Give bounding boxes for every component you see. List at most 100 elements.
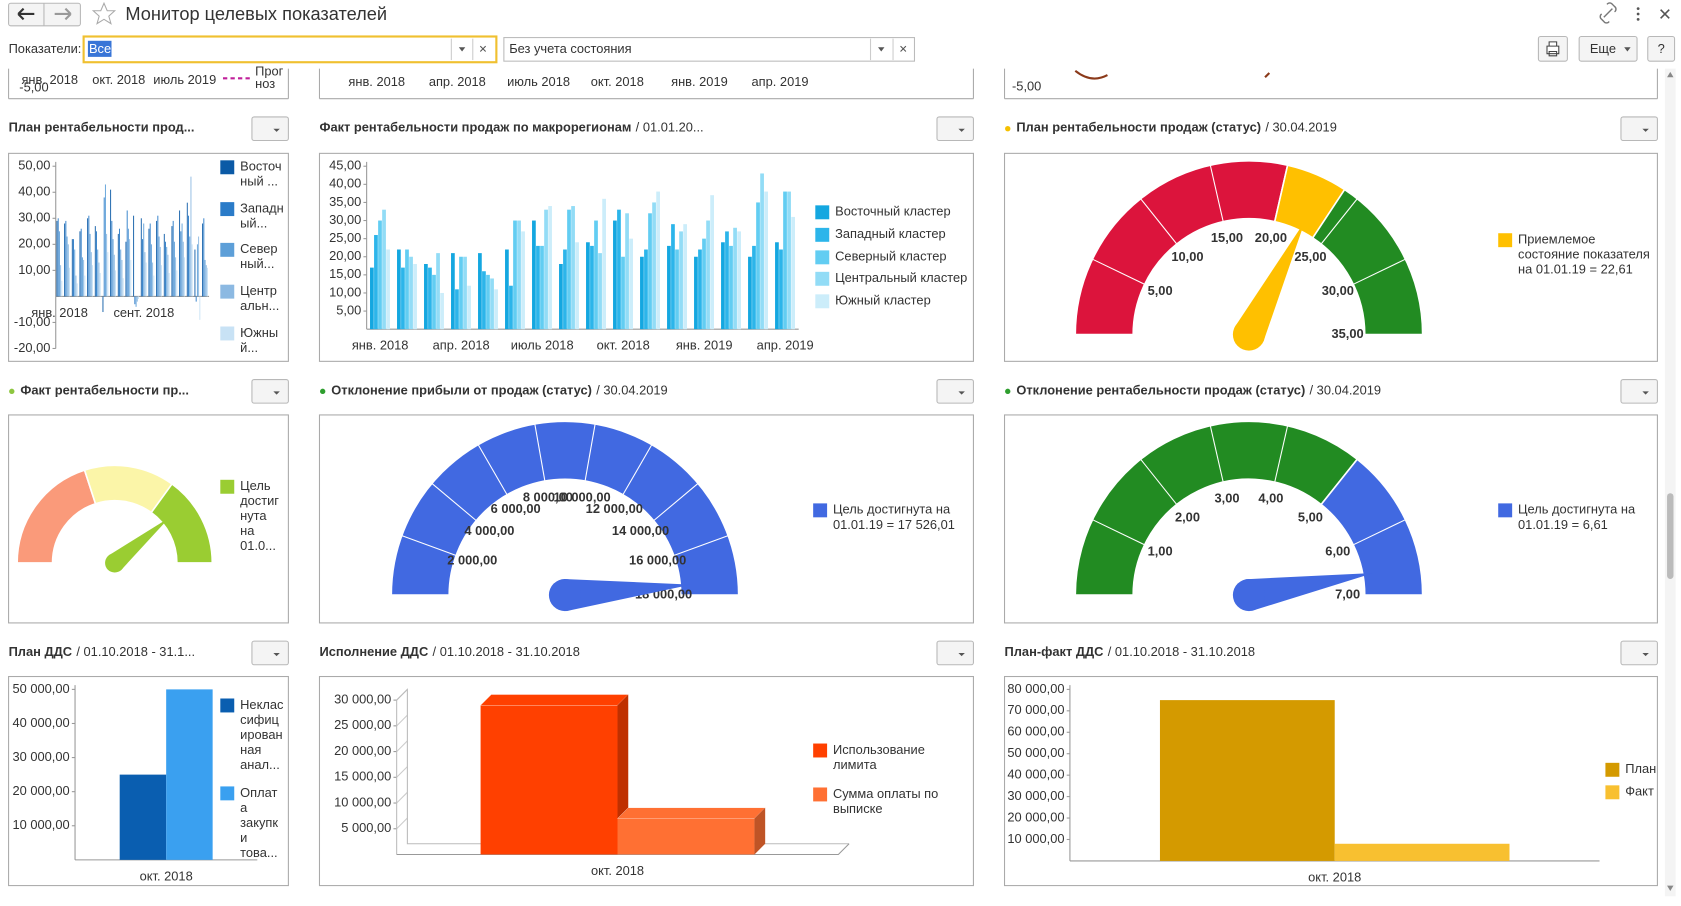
settings-button[interactable] xyxy=(1620,379,1658,404)
legend-label: Оплат xyxy=(240,785,277,800)
legend-label: Центр xyxy=(240,283,277,298)
more-icon[interactable] xyxy=(1636,7,1640,21)
settings-button[interactable] xyxy=(936,379,974,404)
x-tick-label: окт. 2018 xyxy=(1308,869,1361,884)
settings-button[interactable] xyxy=(1620,640,1658,666)
bar xyxy=(166,246,168,297)
gauge-separator xyxy=(1140,458,1178,505)
bar xyxy=(75,275,77,297)
legend-label: й... xyxy=(240,340,258,355)
favorite-star[interactable] xyxy=(91,1,117,25)
scroll-thumb[interactable] xyxy=(1667,493,1674,579)
status-dot xyxy=(1005,388,1011,395)
bar xyxy=(74,249,76,297)
selection xyxy=(87,40,112,57)
bar xyxy=(107,252,109,297)
panel-title: Отклонение прибыли от продаж (статус) / 3… xyxy=(331,383,667,398)
settings-button[interactable] xyxy=(251,116,289,142)
gauge-needle xyxy=(1234,221,1305,342)
legend-label: Неклас xyxy=(240,697,284,712)
bar xyxy=(159,246,161,297)
gauge-separator xyxy=(584,423,596,482)
legend-label: Восточный кластер xyxy=(835,204,950,219)
panel-title-text: Отклонение прибыли от продаж (статус) xyxy=(331,383,592,398)
gauge-separator xyxy=(1353,519,1406,546)
bar xyxy=(602,198,606,330)
dropdown-button[interactable] xyxy=(878,47,885,52)
settings-button[interactable] xyxy=(936,640,974,666)
grid-line xyxy=(396,714,408,727)
bar xyxy=(143,223,145,297)
y-tick-label: 20 000,00 xyxy=(12,783,69,798)
settings-button[interactable] xyxy=(251,640,289,666)
clear-button[interactable] xyxy=(479,45,487,52)
bar xyxy=(106,233,108,297)
legend-label: План xyxy=(1625,761,1656,776)
caret xyxy=(1642,391,1649,395)
x-tick-label: янв. 2018 xyxy=(31,305,88,320)
bar xyxy=(783,191,787,330)
legend-swatch xyxy=(1497,232,1514,249)
y-tick-label: 15 000,00 xyxy=(334,769,391,784)
forward-button[interactable] xyxy=(54,7,72,21)
legend-label: закупк xyxy=(240,815,278,830)
bar xyxy=(432,274,436,330)
more-button[interactable] xyxy=(1578,35,1638,62)
y-tick-label: 20 000,00 xyxy=(1007,809,1064,824)
panel-frame xyxy=(1003,675,1658,887)
bar xyxy=(480,705,618,855)
legend-label: Центральный кластер xyxy=(835,270,967,285)
panel: План-факт ДДС / 01.10.2018 - 31.10.2018 80… xyxy=(1003,640,1658,887)
gauge-tick-label: 2 000,00 xyxy=(447,553,497,568)
panel-frame xyxy=(8,152,289,362)
legend-label: лимита xyxy=(833,757,877,772)
link-icon[interactable] xyxy=(1599,2,1617,24)
settings-button[interactable] xyxy=(936,116,974,142)
legend-swatch xyxy=(1604,761,1621,778)
gauge-tick-label: 25,00 xyxy=(1294,249,1326,264)
y-tick-label: -10,00 xyxy=(14,314,50,329)
gauge-needle xyxy=(1246,573,1374,611)
legend-label: Сумма оплаты по xyxy=(833,786,938,801)
settings-button[interactable] xyxy=(1620,116,1658,142)
state-input[interactable] xyxy=(503,37,916,62)
bar xyxy=(133,215,135,297)
back-button[interactable] xyxy=(17,7,35,21)
dropdown-button[interactable] xyxy=(458,47,466,52)
scroll-down[interactable] xyxy=(1667,885,1674,891)
y-tick-label: 25,00 xyxy=(329,230,361,245)
gauge-tick-label: 10,00 xyxy=(1171,249,1203,264)
caret xyxy=(958,128,965,132)
panel-title-text: План рентабельности прод... xyxy=(9,120,195,135)
bar xyxy=(656,191,660,330)
x-tick-label: июль 2018 xyxy=(507,74,570,89)
legend-label: 01.01.19 = 17 526,01 xyxy=(833,517,955,532)
clear-button[interactable] xyxy=(900,45,907,52)
legend-label: Использование xyxy=(833,742,925,757)
y-tick-label: 5,00 xyxy=(336,302,361,317)
filter-label: Показатели: xyxy=(9,41,82,56)
panel-frame xyxy=(318,152,974,362)
legend-swatch xyxy=(814,293,831,310)
gauge-tick-label: 6 000,00 xyxy=(491,501,541,516)
needle-hub xyxy=(1232,578,1266,612)
scrollbar[interactable] xyxy=(1664,68,1676,897)
bar xyxy=(87,218,89,297)
close-icon[interactable] xyxy=(1660,9,1670,19)
bar xyxy=(683,224,687,330)
help-button[interactable] xyxy=(1647,35,1676,62)
x-tick-label: июль 2018 xyxy=(511,338,574,353)
bar xyxy=(760,173,764,330)
scroll-up[interactable] xyxy=(1667,71,1674,78)
y-tick-label: 20 000,00 xyxy=(334,743,391,758)
panel-title-text: Факт рентабельности пр... xyxy=(20,383,189,398)
bar xyxy=(702,238,706,330)
legend-swatch xyxy=(1604,784,1621,801)
bar xyxy=(671,224,675,330)
filter-input[interactable] xyxy=(82,35,498,64)
settings-button[interactable] xyxy=(251,379,289,404)
panel-title: План-факт ДДС / 01.10.2018 - 31.10.2018 xyxy=(1005,644,1256,659)
legend-label: на xyxy=(240,523,255,538)
bar xyxy=(463,256,467,330)
